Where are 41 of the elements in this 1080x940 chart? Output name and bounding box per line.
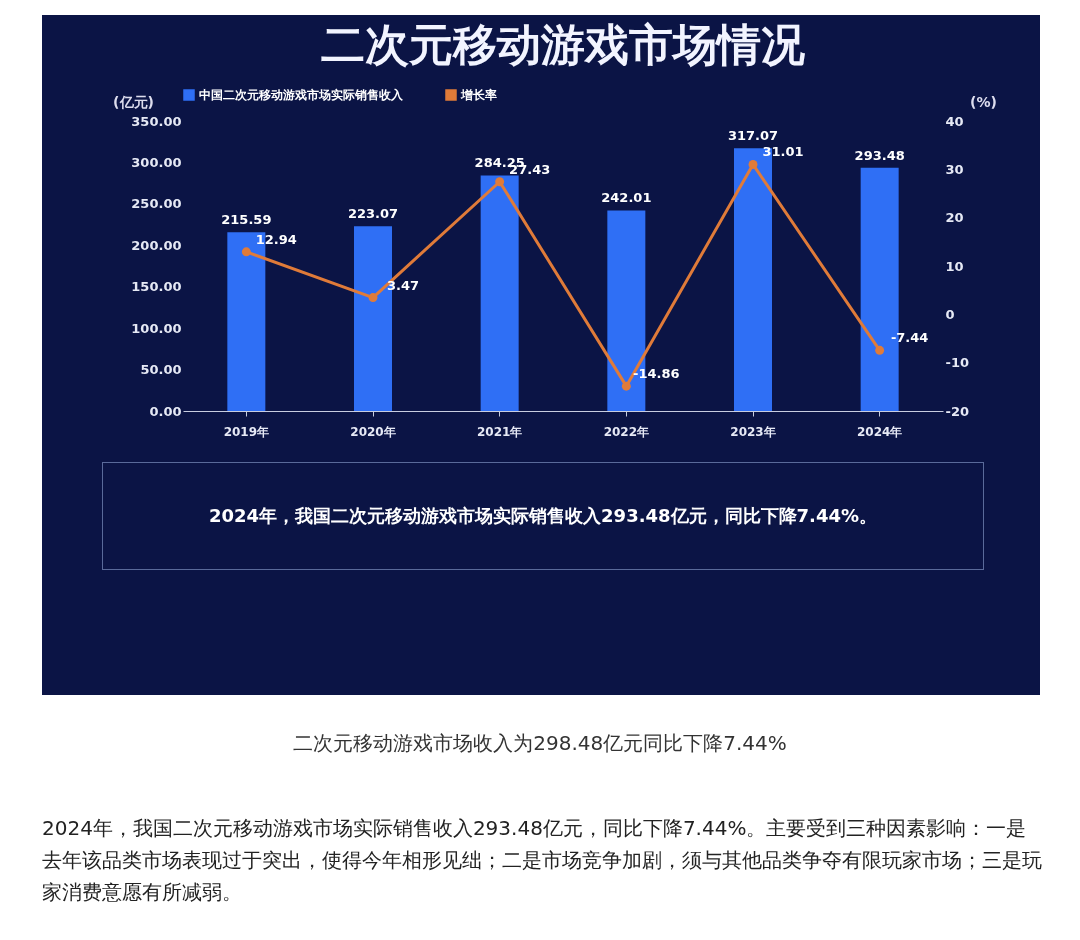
point: [621, 381, 631, 391]
y-tick-label: 300.00: [131, 154, 182, 170]
y-tick-label: 50.00: [140, 362, 182, 378]
point: [368, 293, 378, 303]
data-label: 317.07: [727, 128, 779, 144]
legend-label: 中国二次元移动游戏市场实际销售收入: [199, 88, 404, 102]
point: [875, 345, 885, 355]
y2-tick-label: 10: [945, 258, 964, 274]
data-label: 242.01: [601, 190, 652, 206]
point: [241, 247, 251, 257]
y2-tick-label: 20: [945, 210, 964, 226]
y2-tick-label: -10: [945, 355, 969, 371]
legend-label: 增长率: [460, 88, 497, 102]
point: [495, 177, 505, 187]
y-axis-title: (亿元): [113, 93, 154, 110]
text: 二次元移动游戏市场收入为298.48亿元同比下降7.44%: [292, 730, 788, 757]
text: 2024年，我国二次元移动游戏市场实际销售收入293.48亿元，同比下降7.44%。: [102, 462, 984, 570]
y-tick-label: 100.00: [131, 320, 182, 336]
bar: [480, 175, 519, 411]
y-tick-label: 200.00: [131, 237, 182, 253]
y-tick-label: 350.00: [131, 113, 182, 129]
data-label: 223.07: [347, 206, 399, 222]
data-label: 293.48: [854, 147, 905, 163]
point: [748, 159, 758, 169]
data-label: 215.59: [221, 212, 272, 228]
x-tick-label: 2023年: [730, 424, 776, 439]
y2-tick-label: -20: [945, 403, 969, 419]
text: 2024年，我国二次元移动游戏市场实际销售收入293.48亿元，同比下降7.44%。主要受到三种因素影响：一是去年该品类市场表现过于突出，使得今年相形见绌；二是市场竞争加剧，须与其他品类争夺有限玩家市场；三是玩家消费意愿有所减弱。: [42, 815, 1042, 906]
y-tick-label: 150.00: [131, 279, 182, 295]
chart-title: 二次元移动游戏市场情况: [321, 19, 805, 70]
x-tick-label: 2024年: [856, 424, 903, 439]
y2-tick-label: 30: [945, 161, 964, 177]
y2-axis-title: (%): [970, 93, 997, 110]
x-tick-label: 2021年: [476, 424, 523, 439]
y-tick-label: 0.00: [149, 403, 182, 419]
x-tick-label: 2022年: [603, 424, 650, 439]
y-tick-label: 250.00: [131, 196, 182, 212]
x-tick-label: 2020年: [350, 424, 396, 439]
x-tick-label: 2019年: [223, 424, 270, 439]
y2-tick-label: 0: [945, 306, 955, 322]
y2-tick-label: 40: [945, 113, 964, 129]
